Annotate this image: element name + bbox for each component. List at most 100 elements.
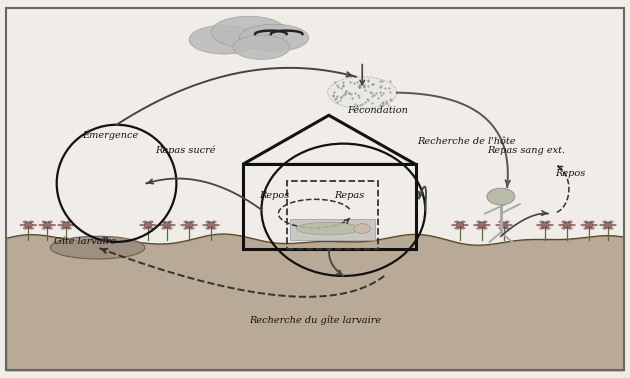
Ellipse shape bbox=[171, 224, 175, 226]
Ellipse shape bbox=[23, 221, 27, 223]
Ellipse shape bbox=[537, 224, 541, 226]
Ellipse shape bbox=[32, 224, 37, 226]
Ellipse shape bbox=[562, 221, 566, 223]
Ellipse shape bbox=[207, 222, 215, 228]
Ellipse shape bbox=[67, 227, 71, 229]
Ellipse shape bbox=[585, 222, 593, 228]
Ellipse shape bbox=[296, 222, 360, 235]
Ellipse shape bbox=[593, 224, 597, 226]
Ellipse shape bbox=[461, 221, 465, 223]
Ellipse shape bbox=[540, 227, 544, 229]
Ellipse shape bbox=[604, 222, 612, 228]
Ellipse shape bbox=[184, 221, 188, 223]
Ellipse shape bbox=[159, 224, 163, 226]
Ellipse shape bbox=[568, 227, 572, 229]
Ellipse shape bbox=[461, 227, 465, 229]
Ellipse shape bbox=[499, 221, 503, 223]
Ellipse shape bbox=[143, 221, 147, 223]
Ellipse shape bbox=[190, 227, 194, 229]
Ellipse shape bbox=[185, 222, 193, 228]
Ellipse shape bbox=[541, 222, 549, 228]
Ellipse shape bbox=[168, 221, 172, 223]
Ellipse shape bbox=[23, 227, 27, 229]
Ellipse shape bbox=[206, 221, 210, 223]
Ellipse shape bbox=[184, 227, 188, 229]
Ellipse shape bbox=[203, 224, 207, 226]
Ellipse shape bbox=[562, 227, 566, 229]
Ellipse shape bbox=[144, 222, 152, 228]
Text: Repas sucré: Repas sucré bbox=[156, 146, 216, 155]
Ellipse shape bbox=[486, 224, 490, 226]
Circle shape bbox=[354, 224, 370, 234]
Ellipse shape bbox=[193, 224, 197, 226]
Ellipse shape bbox=[67, 221, 71, 223]
Text: Fécondation: Fécondation bbox=[348, 106, 408, 115]
Ellipse shape bbox=[168, 227, 172, 229]
Bar bbox=[290, 219, 375, 240]
Ellipse shape bbox=[149, 221, 153, 223]
Ellipse shape bbox=[25, 222, 32, 228]
Ellipse shape bbox=[474, 224, 478, 226]
Ellipse shape bbox=[496, 224, 500, 226]
Ellipse shape bbox=[500, 222, 508, 228]
Text: Repos: Repos bbox=[555, 169, 585, 178]
Ellipse shape bbox=[505, 227, 509, 229]
Ellipse shape bbox=[563, 222, 571, 228]
Circle shape bbox=[487, 188, 515, 205]
Ellipse shape bbox=[590, 221, 594, 223]
Text: Émergence: Émergence bbox=[82, 130, 139, 140]
Ellipse shape bbox=[452, 224, 456, 226]
Ellipse shape bbox=[50, 236, 145, 259]
Ellipse shape bbox=[140, 224, 144, 226]
Text: Repas: Repas bbox=[335, 191, 365, 200]
Ellipse shape bbox=[206, 227, 210, 229]
Ellipse shape bbox=[212, 221, 216, 223]
Text: Recherche du gîte larvaire: Recherche du gîte larvaire bbox=[249, 316, 381, 325]
Ellipse shape bbox=[455, 221, 459, 223]
Ellipse shape bbox=[612, 224, 616, 226]
Ellipse shape bbox=[581, 224, 585, 226]
Ellipse shape bbox=[584, 221, 588, 223]
Ellipse shape bbox=[546, 221, 550, 223]
Ellipse shape bbox=[62, 222, 70, 228]
Ellipse shape bbox=[571, 224, 575, 226]
Ellipse shape bbox=[51, 224, 55, 226]
Ellipse shape bbox=[49, 221, 52, 223]
Ellipse shape bbox=[143, 227, 147, 229]
Ellipse shape bbox=[42, 221, 46, 223]
Ellipse shape bbox=[215, 224, 219, 226]
Ellipse shape bbox=[559, 224, 563, 226]
Ellipse shape bbox=[455, 227, 459, 229]
Ellipse shape bbox=[568, 221, 572, 223]
Ellipse shape bbox=[609, 227, 613, 229]
Ellipse shape bbox=[546, 227, 550, 229]
Ellipse shape bbox=[239, 24, 309, 51]
Ellipse shape bbox=[609, 221, 613, 223]
Ellipse shape bbox=[212, 227, 216, 229]
Ellipse shape bbox=[211, 16, 287, 48]
Text: Repos: Repos bbox=[259, 191, 289, 200]
Ellipse shape bbox=[499, 227, 503, 229]
Ellipse shape bbox=[162, 227, 166, 229]
Ellipse shape bbox=[584, 227, 588, 229]
Ellipse shape bbox=[464, 224, 468, 226]
Ellipse shape bbox=[600, 224, 604, 226]
Ellipse shape bbox=[61, 221, 65, 223]
Ellipse shape bbox=[181, 224, 185, 226]
Ellipse shape bbox=[477, 227, 481, 229]
Ellipse shape bbox=[477, 221, 481, 223]
Text: Gîte larvaire: Gîte larvaire bbox=[54, 237, 116, 246]
Ellipse shape bbox=[162, 221, 166, 223]
Ellipse shape bbox=[190, 221, 194, 223]
Ellipse shape bbox=[43, 222, 51, 228]
Bar bbox=[243, 164, 416, 249]
Text: Recherche de l'hôte: Recherche de l'hôte bbox=[417, 136, 515, 146]
Ellipse shape bbox=[58, 224, 62, 226]
Ellipse shape bbox=[590, 227, 594, 229]
Text: Repas sang ext.: Repas sang ext. bbox=[487, 146, 565, 155]
Ellipse shape bbox=[149, 227, 153, 229]
Ellipse shape bbox=[483, 221, 487, 223]
Ellipse shape bbox=[483, 227, 487, 229]
Ellipse shape bbox=[478, 222, 486, 228]
Ellipse shape bbox=[233, 35, 290, 59]
